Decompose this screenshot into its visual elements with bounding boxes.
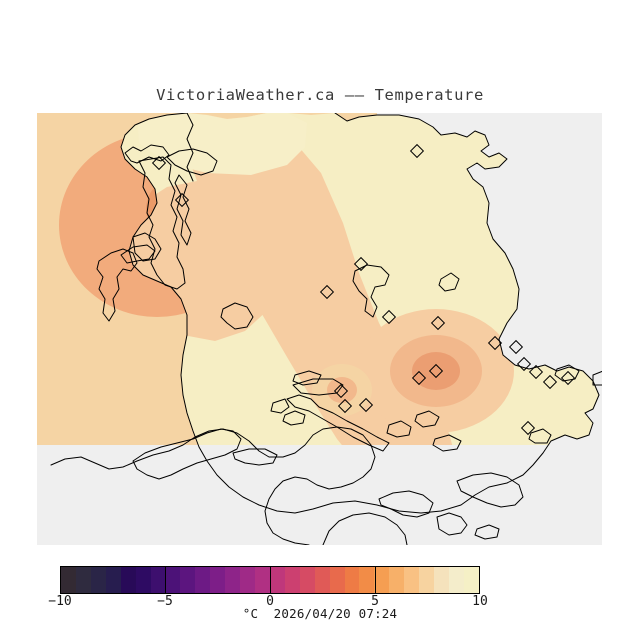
colorbar-swatch bbox=[463, 567, 479, 593]
south-offshore-warm-spot bbox=[312, 364, 372, 416]
islet-3 bbox=[554, 364, 580, 382]
islet-4 bbox=[592, 370, 602, 386]
colorbar-swatch bbox=[240, 567, 255, 593]
colorbar-swatch bbox=[120, 567, 136, 593]
islet-2 bbox=[438, 272, 460, 292]
colorbar-swatch bbox=[195, 567, 211, 593]
island-main bbox=[138, 156, 186, 290]
colorbar-swatch bbox=[374, 567, 390, 593]
gulf-island-d bbox=[414, 410, 440, 428]
island-secondary bbox=[96, 248, 138, 322]
station-markers[interactable] bbox=[151, 143, 576, 436]
coastlines bbox=[50, 113, 602, 545]
colorbar-swatch bbox=[180, 567, 196, 593]
station-marker[interactable] bbox=[430, 315, 446, 331]
colorbar-swatch bbox=[254, 567, 270, 593]
inland-lake-2 bbox=[220, 302, 254, 330]
colorbar-swatch bbox=[284, 567, 300, 593]
island-secondary-north bbox=[120, 244, 156, 264]
page-title: VictoriaWeather.ca —— Temperature bbox=[156, 86, 484, 104]
south-island-d bbox=[436, 512, 468, 536]
colorbar-swatch bbox=[75, 567, 91, 593]
gulf-islands-chain bbox=[286, 394, 390, 452]
gulf-island-b bbox=[282, 410, 306, 426]
station-marker[interactable] bbox=[358, 397, 374, 413]
colorbar-tick-labels: −10 −5 0 5 10 bbox=[0, 594, 640, 610]
colorbar-swatch bbox=[150, 567, 166, 593]
gulf-island-e bbox=[432, 434, 462, 452]
mainland-coastline bbox=[120, 113, 600, 514]
colorbar-tick-label: 5 bbox=[371, 594, 379, 609]
colorbar-swatch bbox=[105, 567, 121, 593]
land-band-7-0-east bbox=[512, 335, 536, 355]
inlet-northwest bbox=[132, 232, 162, 262]
station-marker[interactable] bbox=[174, 192, 190, 208]
station-marker[interactable] bbox=[508, 339, 524, 355]
gulf-island-c bbox=[386, 420, 412, 438]
colorbar-swatch bbox=[434, 567, 449, 593]
station-marker[interactable] bbox=[411, 370, 427, 386]
colorbar[interactable] bbox=[60, 566, 480, 594]
island-tip-north bbox=[124, 144, 170, 164]
station-marker[interactable] bbox=[516, 356, 532, 372]
no-data-region-bottom bbox=[37, 445, 602, 545]
colorbar-swatch bbox=[135, 567, 151, 593]
colorbar-swatch bbox=[448, 567, 464, 593]
colorbar-swatch bbox=[90, 567, 106, 593]
colorbar-gradient[interactable] bbox=[60, 566, 480, 594]
colorbar-swatch bbox=[165, 567, 181, 593]
colorbar-swatch bbox=[61, 567, 76, 593]
colorbar-swatch bbox=[344, 567, 360, 593]
colorbar-caption: °C 2026/04/20 07:24 bbox=[242, 606, 398, 621]
station-marker[interactable] bbox=[151, 155, 167, 171]
colorbar-swatch bbox=[419, 567, 435, 593]
station-marker[interactable] bbox=[428, 363, 444, 379]
colorbar-swatch bbox=[389, 567, 405, 593]
station-marker[interactable] bbox=[409, 143, 425, 159]
land-band-8-0-se bbox=[412, 352, 460, 390]
station-marker[interactable] bbox=[487, 335, 503, 351]
south-island-f bbox=[474, 524, 500, 540]
land-band-6-5-east bbox=[498, 323, 550, 367]
inlet-north-channel bbox=[186, 113, 194, 182]
south-island-b bbox=[232, 448, 278, 466]
colorbar-swatch bbox=[329, 567, 345, 593]
islet-1 bbox=[292, 370, 322, 386]
colorbar-swatch bbox=[404, 567, 420, 593]
inland-lake-1 bbox=[352, 264, 390, 318]
station-marker[interactable] bbox=[353, 256, 369, 272]
colorbar-swatch bbox=[210, 567, 226, 593]
colorbar-tick-label: −5 bbox=[157, 594, 173, 609]
south-island-e bbox=[456, 472, 524, 508]
field-band-7-0-south bbox=[327, 377, 357, 403]
station-marker[interactable] bbox=[560, 370, 576, 386]
colorbar-swatch bbox=[269, 567, 285, 593]
colorbar-tick-label: 0 bbox=[266, 594, 274, 609]
station-marker[interactable] bbox=[333, 383, 349, 399]
station-marker[interactable] bbox=[381, 309, 397, 325]
gulf-island-a bbox=[270, 398, 290, 414]
islet-5 bbox=[528, 428, 552, 444]
colorbar-tick-label: 10 bbox=[472, 594, 488, 609]
south-coastline-upper bbox=[50, 426, 376, 545]
map-plot-area[interactable] bbox=[37, 113, 602, 545]
land-band-5-0-plateau bbox=[137, 113, 307, 175]
colorbar-tick-label: −10 bbox=[48, 594, 72, 609]
station-marker[interactable] bbox=[319, 284, 335, 300]
colorbar-swatch bbox=[314, 567, 330, 593]
station-marker[interactable] bbox=[542, 374, 558, 390]
south-coastline-lower bbox=[322, 512, 408, 545]
station-marker[interactable] bbox=[520, 420, 536, 436]
inland-lake-3 bbox=[292, 378, 344, 396]
colorbar-swatch bbox=[225, 567, 241, 593]
station-marker[interactable] bbox=[528, 364, 544, 380]
island-north-lobe bbox=[166, 148, 218, 176]
station-marker[interactable] bbox=[337, 398, 353, 414]
south-island-c bbox=[378, 490, 434, 518]
temperature-contour-map[interactable] bbox=[37, 113, 602, 545]
colorbar-swatch bbox=[359, 567, 375, 593]
colorbar-swatch bbox=[299, 567, 315, 593]
south-island-a bbox=[132, 428, 242, 480]
